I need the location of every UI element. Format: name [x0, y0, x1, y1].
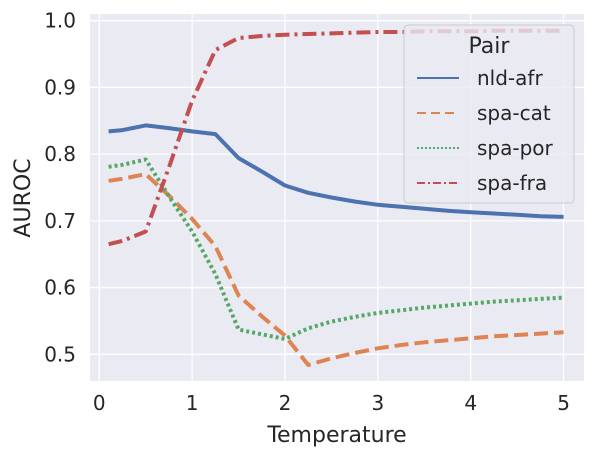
x-tick-label: 2 — [279, 391, 292, 415]
y-tick-label: 0.8 — [44, 142, 76, 166]
series-line-nld-afr — [108, 123, 564, 219]
legend-items: nld-afr spa-cat spa-por spa-fra — [417, 66, 554, 195]
x-tick-labels: 0 1 2 3 4 5 — [93, 391, 570, 415]
legend-label-spa-por: spa-por — [477, 136, 554, 160]
x-tick-label: 1 — [186, 391, 199, 415]
legend-label-nld-afr: nld-afr — [477, 66, 543, 90]
legend-label-spa-fra: spa-fra — [477, 171, 547, 195]
y-tick-label: 0.7 — [44, 209, 76, 233]
legend-title: Pair — [469, 34, 511, 59]
y-tick-label: 0.9 — [44, 75, 76, 99]
legend-label-spa-cat: spa-cat — [477, 101, 551, 125]
y-tick-label: 0.6 — [44, 276, 76, 300]
x-tick-label: 3 — [371, 391, 384, 415]
x-tick-label: 4 — [464, 391, 477, 415]
x-axis-label: Temperature — [266, 423, 406, 448]
series-line-spa-cat — [108, 172, 564, 367]
legend-box — [403, 24, 575, 204]
y-tick-label: 0.5 — [44, 342, 76, 366]
y-axis-label: AUROC — [11, 158, 36, 237]
x-tick-label: 0 — [93, 391, 106, 415]
y-tick-label: 1.0 — [44, 9, 76, 33]
y-tick-labels: 0.5 0.6 0.7 0.8 0.9 1.0 — [44, 9, 76, 367]
x-tick-label: 5 — [557, 391, 570, 415]
legend: Pair nld-afr spa-cat spa-por spa-fra — [403, 24, 575, 204]
